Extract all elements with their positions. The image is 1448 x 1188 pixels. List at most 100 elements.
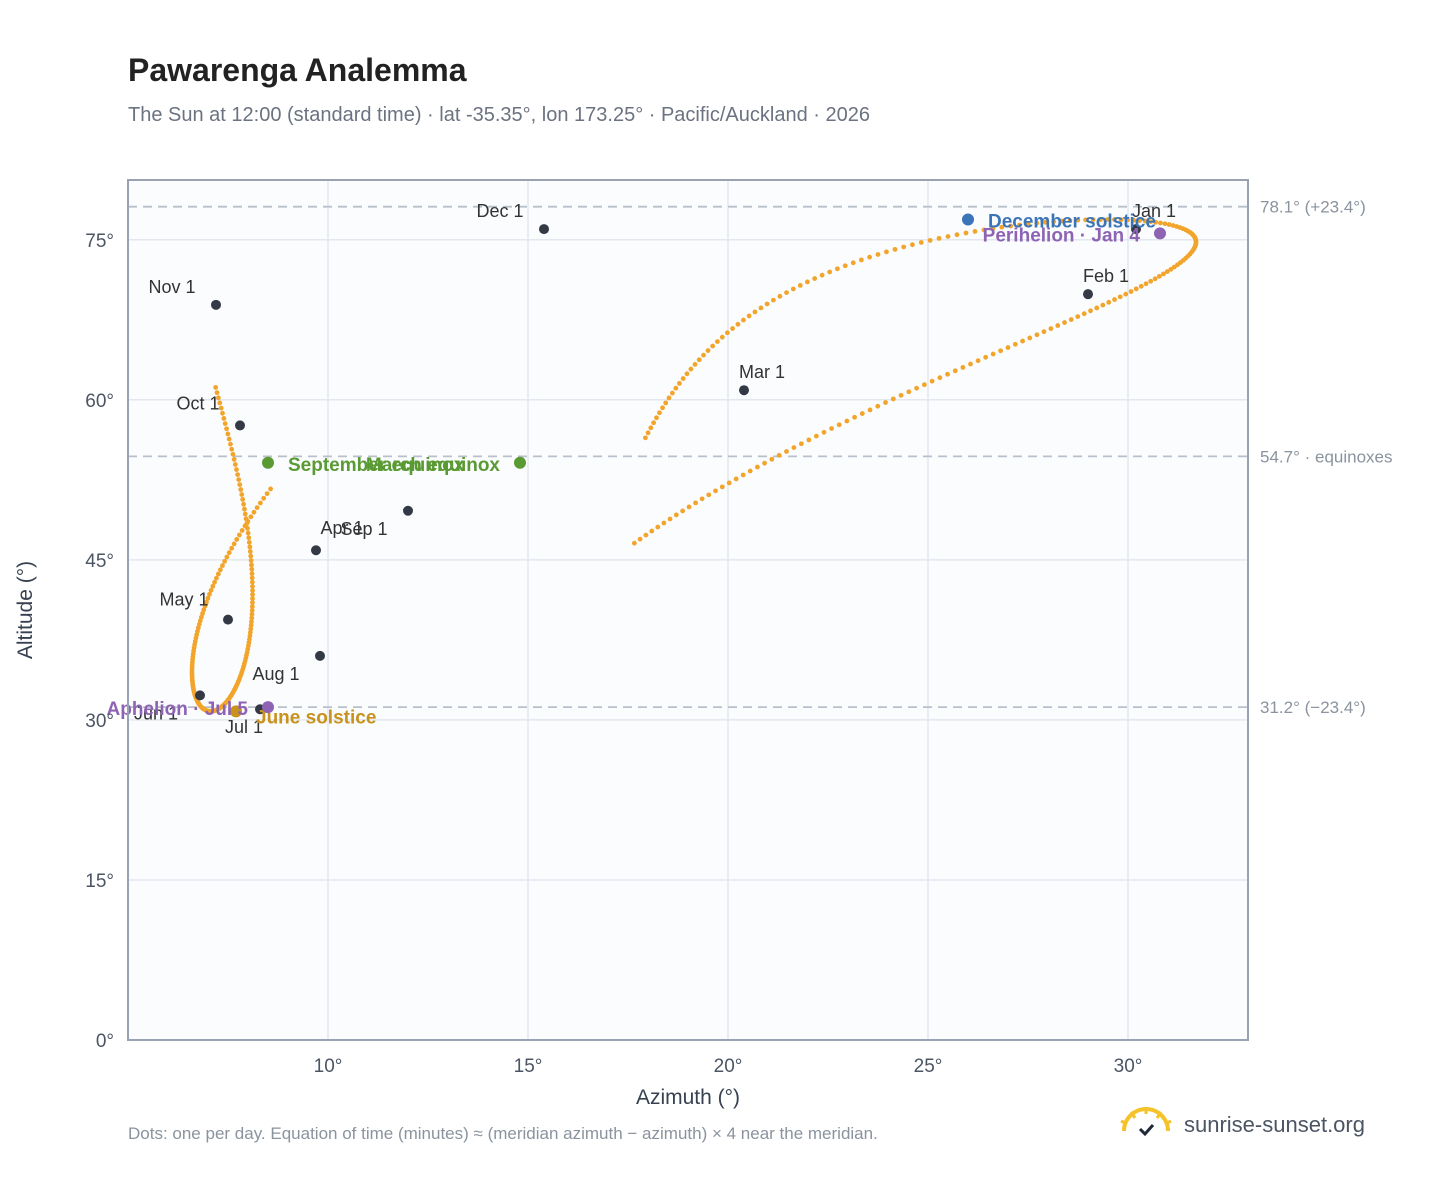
day-dot [248, 553, 254, 559]
day-dot [213, 385, 219, 390]
day-dot [239, 528, 245, 533]
day-dot [769, 456, 775, 462]
footnote: Dots: one per day. Equation of time (min… [128, 1124, 878, 1143]
day-dot [217, 400, 223, 406]
day-dot [758, 305, 764, 311]
day-dot [1012, 341, 1018, 347]
month-label: Oct 1 [176, 393, 219, 413]
day-dot [231, 541, 237, 547]
day-dot [257, 500, 263, 506]
day-dot [1128, 289, 1134, 294]
day-dot [1068, 317, 1074, 322]
day-dot [250, 596, 255, 602]
day-dot [268, 486, 273, 492]
day-dot [730, 326, 735, 331]
day-dot [229, 545, 235, 551]
day-dot [1193, 237, 1199, 243]
day-dot [706, 492, 712, 498]
day-dot [264, 491, 270, 497]
day-dot [1005, 345, 1011, 350]
day-dot [215, 571, 221, 577]
day-dot [214, 390, 220, 396]
day-dot [797, 283, 803, 288]
day-dot [1157, 273, 1162, 279]
event-label: December solstice [988, 211, 1156, 232]
month-marker [311, 545, 321, 556]
day-dot [637, 536, 643, 542]
day-dot [200, 611, 205, 616]
day-dot [247, 549, 253, 554]
day-dot [1088, 308, 1093, 314]
day-dot [654, 415, 659, 421]
day-dot [1152, 276, 1158, 282]
day-dot [645, 430, 651, 436]
day-dot [1041, 329, 1047, 335]
day-dot [648, 425, 654, 431]
event-marker [962, 213, 974, 226]
day-dot [249, 611, 255, 617]
day-dot [975, 358, 981, 364]
day-dot [246, 535, 252, 541]
day-dot [791, 445, 797, 451]
month-label: Jun 1 [134, 703, 178, 723]
day-dot [230, 451, 236, 457]
day-dot [719, 334, 725, 340]
plot-area [128, 180, 1248, 1040]
day-dot [990, 226, 996, 231]
day-dot [859, 411, 865, 416]
month-marker [539, 224, 549, 235]
day-dot [225, 431, 231, 437]
day-dot [229, 446, 235, 452]
day-dot [666, 395, 672, 401]
day-dot [243, 516, 249, 522]
day-dot [250, 583, 255, 589]
day-dot [1143, 281, 1149, 287]
day-dot [240, 497, 246, 502]
day-dot [248, 626, 254, 632]
day-dot [852, 414, 857, 420]
day-dot [972, 229, 978, 234]
day-dot [249, 562, 254, 568]
analemma-curve [189, 217, 1199, 714]
event-label: Perihelion · Jan 4 [983, 225, 1141, 246]
day-dot [713, 488, 718, 494]
y-tick-label: 45° [85, 551, 114, 572]
brand[interactable]: sunrise-sunset.org [1118, 1100, 1365, 1150]
day-dot [710, 343, 716, 349]
month-label: Jul 1 [225, 717, 263, 737]
day-dot [747, 468, 753, 474]
month-marker [235, 420, 245, 431]
day-dot [754, 464, 760, 470]
day-dot [834, 266, 840, 272]
day-dot [1090, 217, 1096, 223]
day-dot [805, 279, 810, 285]
day-dot [705, 348, 711, 353]
day-dot [1125, 217, 1130, 223]
day-dot [207, 591, 212, 597]
day-dot [643, 435, 648, 441]
day-dot [990, 351, 996, 357]
day-dot [784, 449, 789, 454]
sun-logo-icon [1120, 1107, 1172, 1137]
day-dot [649, 528, 655, 534]
day-dot [1123, 291, 1129, 297]
month-marker [315, 650, 325, 661]
month-marker [195, 690, 205, 701]
day-dot [249, 575, 255, 581]
month-marker [739, 385, 749, 396]
day-dot [249, 619, 254, 625]
day-dot [1153, 219, 1159, 225]
day-dot [696, 357, 702, 363]
day-dot [669, 390, 675, 396]
day-dot [821, 429, 827, 435]
day-dot [226, 550, 232, 556]
day-dot [224, 554, 230, 560]
day-dot [884, 249, 889, 255]
day-dot [242, 511, 248, 517]
day-dot [234, 467, 239, 472]
day-dot [741, 317, 746, 323]
day-dot [798, 441, 804, 447]
chart-title: Pawarenga Analemma [128, 52, 467, 88]
day-dot [867, 254, 873, 260]
